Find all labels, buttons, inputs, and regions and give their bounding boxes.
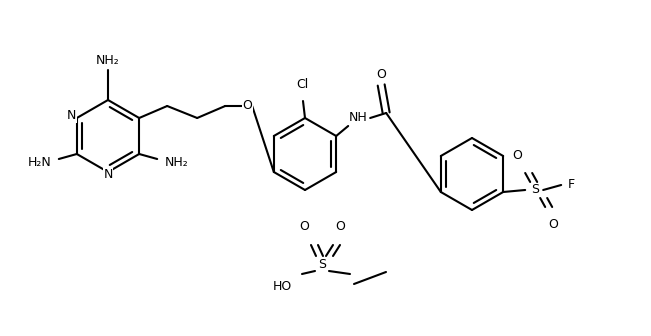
Text: NH₂: NH₂ [164,156,188,168]
Text: F: F [568,178,575,192]
Text: NH: NH [349,112,368,125]
Text: O: O [242,99,252,113]
Text: O: O [335,219,345,233]
Text: S: S [318,257,326,270]
Text: NH₂: NH₂ [96,53,120,67]
Text: O: O [376,69,386,82]
Text: O: O [299,219,309,233]
Text: O: O [548,217,558,230]
Text: H₂N: H₂N [28,156,51,168]
Text: O: O [512,150,522,163]
Text: HO: HO [272,280,292,293]
Text: N: N [67,110,77,123]
Text: S: S [531,183,539,197]
Text: N: N [104,168,113,180]
Text: Cl: Cl [296,78,308,90]
